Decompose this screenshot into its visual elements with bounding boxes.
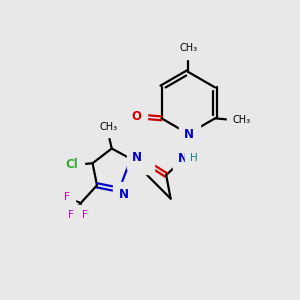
Text: N: N	[118, 188, 128, 201]
Text: H: H	[190, 153, 198, 163]
Text: CH₃: CH₃	[232, 115, 250, 125]
Text: CH₃: CH₃	[179, 44, 197, 53]
Text: F: F	[68, 210, 74, 220]
Text: N: N	[184, 128, 194, 141]
Text: CH₃: CH₃	[99, 122, 117, 132]
Text: F: F	[64, 192, 70, 202]
Text: O: O	[131, 110, 142, 123]
Text: O: O	[139, 156, 148, 169]
Text: F: F	[82, 210, 88, 220]
Text: Cl: Cl	[66, 158, 78, 171]
Text: N: N	[132, 151, 142, 164]
Text: N: N	[178, 152, 188, 165]
